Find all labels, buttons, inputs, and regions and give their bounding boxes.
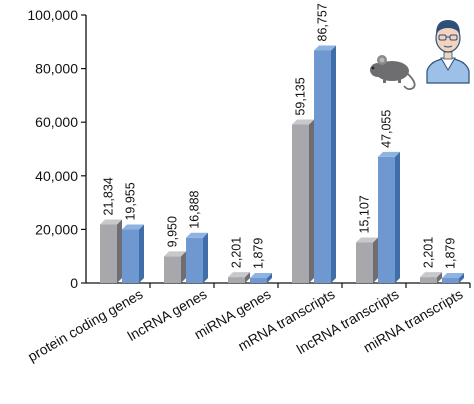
bar [228,272,250,283]
data-label: 1,879 [252,238,266,269]
bar [420,272,442,283]
bar [292,119,314,284]
bar-side [459,272,464,283]
data-label: 47,055 [380,110,394,148]
category-label: protein coding genes [25,286,146,365]
bar [442,272,464,283]
data-label: 1,879 [444,238,458,269]
bar-side [245,272,250,283]
data-label: 86,757 [316,3,330,41]
data-label: 2,201 [422,237,436,268]
bar-side [139,224,144,283]
bar-front [356,242,373,283]
data-label: 15,107 [358,195,372,233]
bar-front [122,229,139,283]
bar [164,251,186,283]
bar-side [203,232,208,283]
y-tick-label: 80,000 [35,61,78,77]
data-label: 9,950 [166,216,180,247]
bar-top [420,272,442,278]
bar-top [186,232,208,238]
y-tick-label: 20,000 [35,221,78,237]
y-tick-label: 60,000 [35,114,78,130]
bar-top [122,224,144,230]
y-tick-label: 100,000 [27,7,78,23]
bar [378,151,400,283]
bar-top [228,272,250,278]
bar-top [292,119,314,125]
bar-front [250,277,267,283]
bar [250,272,272,283]
bar-front [292,124,309,284]
bar-side [309,119,314,283]
bar-front [100,224,117,283]
bar [186,232,208,283]
data-label: 21,834 [102,177,116,215]
bar-top [314,45,336,51]
bar-front [186,237,203,283]
bar-front [228,277,245,283]
bar-top [356,237,378,243]
bar-top [250,272,272,278]
labels: 21,834 19,955 protein coding genes 9,950 16,… [25,3,466,364]
bar-top [100,219,122,225]
data-label: 2,201 [230,237,244,268]
bar-side [181,251,186,283]
bar [356,237,378,283]
bar-front [420,277,437,283]
bar-front [442,277,459,283]
bar-side [373,237,378,283]
data-label: 16,888 [188,190,202,228]
axes: 0 20,000 40,000 60,000 80,000 100,000 [27,7,471,291]
bar-side [395,151,400,283]
bar-top [442,272,464,278]
bar-side [437,272,442,283]
data-label: 19,955 [124,182,138,220]
bar-front [378,156,395,283]
bar-side [117,219,122,283]
y-tick-label: 40,000 [35,168,78,184]
bar [122,224,144,283]
y-tick-label: 0 [70,275,78,291]
bars [100,45,464,284]
bar [100,219,122,283]
bar-front [314,50,331,283]
data-label: 59,135 [294,77,308,115]
bar-side [331,45,336,283]
bar [314,45,336,283]
bar-top [164,251,186,257]
bar-top [378,151,400,157]
bar-front [164,256,181,283]
bar-side [267,272,272,283]
